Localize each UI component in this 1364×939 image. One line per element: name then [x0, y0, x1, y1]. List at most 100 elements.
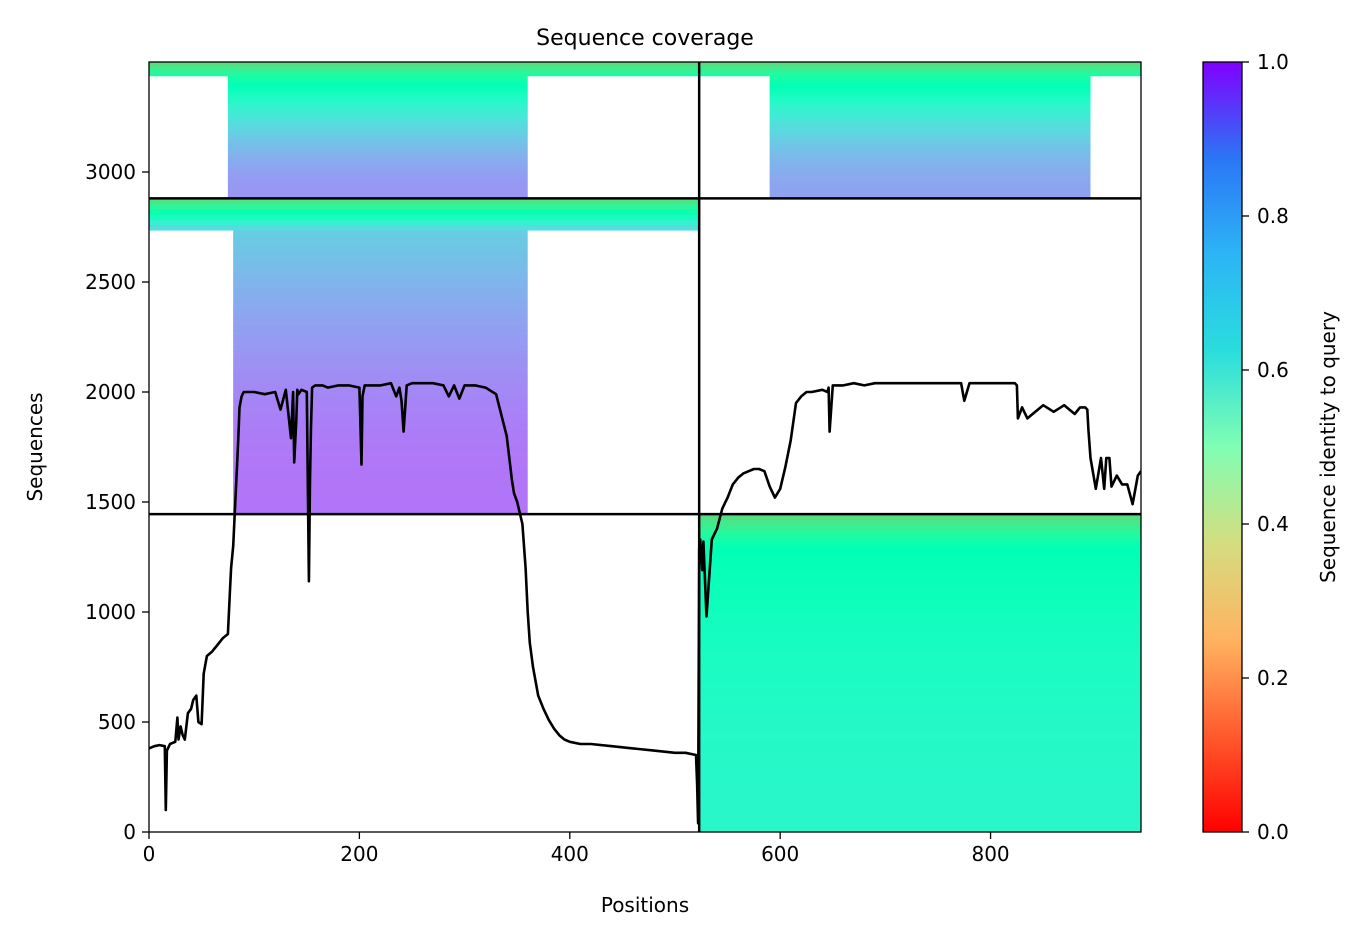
heatmap-row [769, 116, 1091, 120]
heatmap-row [699, 556, 1141, 563]
heatmap-row [699, 561, 1141, 568]
heatmap-row [227, 100, 528, 104]
heatmap-row [233, 435, 528, 442]
heatmap-row [227, 189, 528, 193]
heatmap-row [699, 757, 1141, 764]
heatmap-row [769, 80, 1091, 84]
heatmap-row [769, 164, 1091, 168]
heatmap-row [227, 130, 528, 134]
heatmap-row [699, 688, 1141, 695]
heatmap-row [769, 157, 1091, 161]
heatmap-row [227, 134, 528, 138]
heatmap-row [699, 572, 1141, 579]
coverage-heatmap-blocks [149, 62, 1141, 832]
heatmap-row [149, 68, 700, 72]
heatmap-row [233, 366, 528, 373]
heatmap-row [769, 150, 1091, 154]
heatmap-row [699, 678, 1141, 685]
heatmap-row [233, 282, 528, 289]
heatmap-row [233, 450, 528, 457]
heatmap-row [233, 240, 528, 247]
heatmap-row [699, 62, 1141, 65]
heatmap-row [233, 314, 528, 321]
y-axis-ticks: 0 500 1000 1500 2000 2500 3000 [85, 160, 149, 844]
heatmap-row [227, 187, 528, 190]
heatmap-row [227, 148, 528, 152]
heatmap-row [769, 84, 1091, 88]
heatmap-row [227, 152, 528, 156]
heatmap-row [233, 424, 528, 431]
heatmap-row [227, 184, 528, 188]
heatmap-row [769, 96, 1091, 99]
heatmap-row [149, 64, 700, 68]
heatmap-row [699, 715, 1141, 722]
heatmap-row [233, 356, 528, 363]
heatmap-row [227, 77, 528, 81]
heatmap-row [227, 114, 528, 118]
heatmap-row [769, 184, 1091, 188]
heatmap-row [699, 821, 1141, 828]
heatmap-row [699, 551, 1141, 558]
heatmap-row [233, 350, 528, 357]
heatmap-row [227, 150, 528, 154]
heatmap-row [227, 96, 528, 99]
heatmap-row [227, 98, 528, 102]
heatmap-row [233, 293, 528, 299]
heatmap-row [233, 487, 528, 494]
heatmap-row [227, 121, 528, 124]
heatmap-row [769, 171, 1091, 174]
heatmap-row [227, 132, 528, 136]
heatmap-row [227, 87, 528, 90]
heatmap-row [769, 93, 1091, 97]
heatmap-row [699, 620, 1141, 626]
heatmap-row [769, 193, 1091, 197]
heatmap-row [699, 66, 1141, 70]
heatmap-row [227, 118, 528, 122]
heatmap-row [769, 75, 1091, 79]
heatmap-row [233, 298, 528, 305]
heatmap-row [149, 208, 700, 215]
heatmap-row [769, 187, 1091, 190]
heatmap-row [769, 168, 1091, 172]
heatmap-row [769, 100, 1091, 104]
heatmap-row [699, 731, 1141, 738]
heatmap-row [227, 141, 528, 145]
heatmap-row [227, 102, 528, 106]
colorbar-ticks: 0.0 0.2 0.4 0.6 0.8 1.0 [1242, 50, 1289, 844]
heatmap-row [233, 377, 528, 384]
heatmap-row [769, 121, 1091, 124]
heatmap-row [769, 77, 1091, 81]
heatmap-row [769, 87, 1091, 90]
heatmap-row [227, 175, 528, 179]
heatmap-row [227, 146, 528, 149]
heatmap-row [769, 139, 1091, 143]
colorbar-label: Sequence identity to query [1316, 311, 1340, 583]
heatmap-row [227, 89, 528, 93]
y-tick-label: 2500 [85, 270, 136, 294]
heatmap-row [227, 105, 528, 109]
heatmap-row [699, 529, 1141, 536]
heatmap-row [233, 445, 528, 452]
heatmap-row [699, 768, 1141, 775]
heatmap-row [769, 102, 1091, 106]
heatmap-row [699, 794, 1141, 801]
heatmap-row [227, 180, 528, 184]
heatmap-row [227, 137, 528, 140]
heatmap-row [227, 143, 528, 147]
heatmap-row [769, 112, 1091, 115]
colorbar-tick-label: 0.6 [1257, 358, 1289, 382]
heatmap-row [699, 646, 1141, 653]
heatmap-row [699, 800, 1141, 807]
heatmap-row [227, 91, 528, 95]
heatmap-row [769, 109, 1091, 113]
heatmap-block [699, 514, 1141, 832]
heatmap-row [769, 125, 1091, 129]
heatmap-row [699, 694, 1141, 701]
heatmap-row [699, 710, 1141, 717]
y-tick-label: 1000 [85, 600, 136, 624]
heatmap-row [227, 109, 528, 113]
heatmap-row [699, 519, 1141, 526]
heatmap-row [699, 588, 1141, 595]
heatmap-row [149, 219, 700, 226]
heatmap-row [769, 123, 1091, 127]
